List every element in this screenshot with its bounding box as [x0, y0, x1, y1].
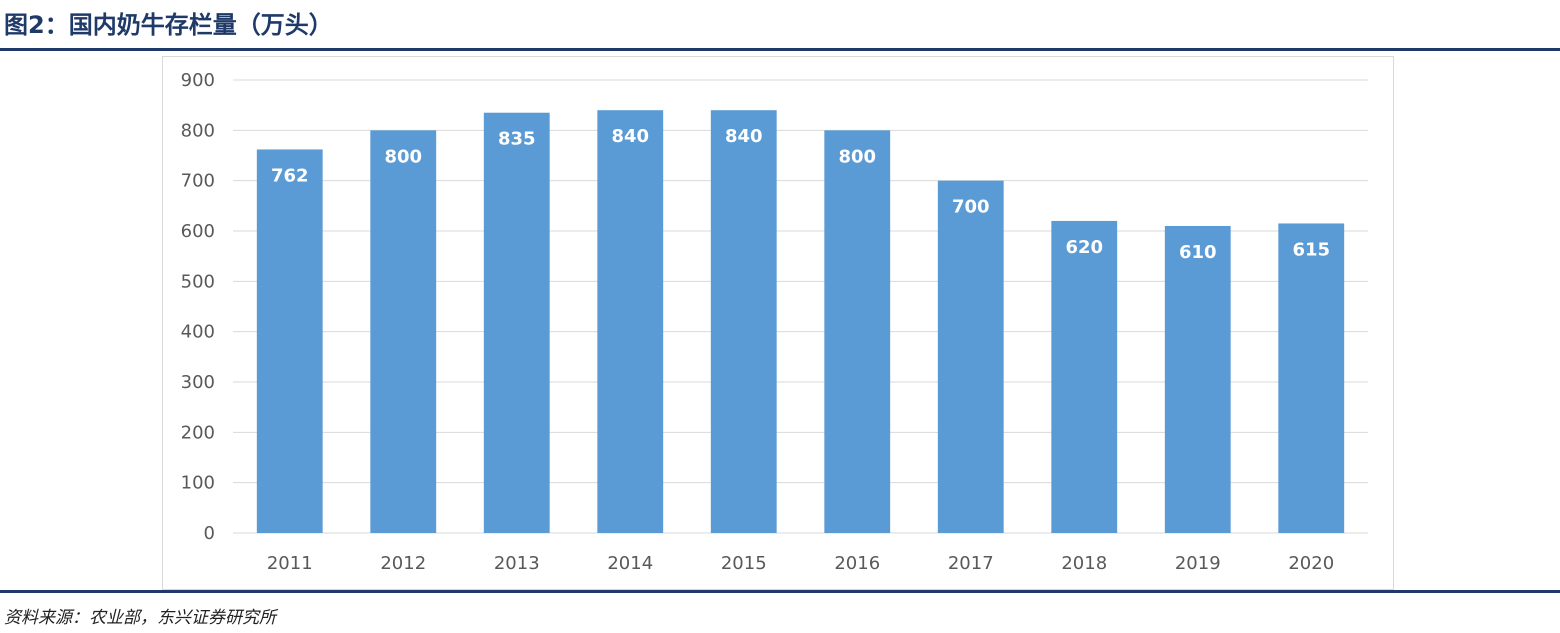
bar-2019: [1164, 225, 1231, 533]
y-tick-label: 700: [181, 171, 215, 192]
data-label: 835: [498, 129, 536, 150]
y-tick-label: 600: [181, 221, 215, 242]
figure-title: 图2：国内奶牛存栏量（万头）: [4, 11, 333, 39]
y-tick-label: 200: [181, 422, 215, 443]
data-label: 840: [725, 126, 763, 147]
y-tick-label: 900: [181, 70, 215, 91]
source-note: 资料来源：农业部，东兴证券研究所: [4, 608, 276, 628]
y-tick-label: 400: [181, 322, 215, 343]
x-tick-label: 2013: [494, 553, 540, 574]
bar-2012: [370, 130, 437, 533]
y-tick-label: 300: [181, 372, 215, 393]
bar-2015: [710, 110, 777, 533]
bar-2017: [937, 180, 1004, 533]
data-label: 800: [384, 146, 422, 167]
data-label: 840: [611, 126, 649, 147]
x-tick-label: 2016: [834, 553, 880, 574]
x-tick-label: 2020: [1288, 553, 1334, 574]
data-label: 800: [838, 146, 876, 167]
data-label: 700: [952, 197, 990, 218]
bar-2016: [824, 130, 891, 533]
data-label: 762: [271, 165, 309, 186]
bar-2014: [597, 110, 664, 533]
bar-2013: [483, 112, 550, 533]
x-tick-label: 2019: [1175, 553, 1221, 574]
x-tick-label: 2017: [948, 553, 994, 574]
x-tick-label: 2018: [1061, 553, 1107, 574]
bar-2018: [1051, 220, 1118, 533]
bar-chart: 0 100 200 300 400 500 600 700 800 900 762 2011 800 20…: [181, 70, 1368, 574]
x-tick-label: 2014: [607, 553, 653, 574]
bar-2011: [256, 149, 323, 533]
chart-area: 0 100 200 300 400 500 600 700 800 900 762 2011 800 20…: [162, 56, 1394, 590]
y-tick-label: 0: [204, 523, 215, 544]
data-label: 610: [1179, 242, 1217, 263]
y-tick-label: 800: [181, 120, 215, 141]
x-tick-label: 2012: [380, 553, 426, 574]
data-label: 615: [1292, 239, 1330, 260]
y-tick-label: 500: [181, 271, 215, 292]
x-tick-label: 2011: [267, 553, 313, 574]
title-divider: [0, 48, 1560, 51]
x-tick-label: 2015: [721, 553, 767, 574]
y-tick-label: 100: [181, 473, 215, 494]
source-divider: [0, 590, 1560, 593]
data-label: 620: [1065, 237, 1103, 258]
bar-2020: [1278, 223, 1345, 533]
